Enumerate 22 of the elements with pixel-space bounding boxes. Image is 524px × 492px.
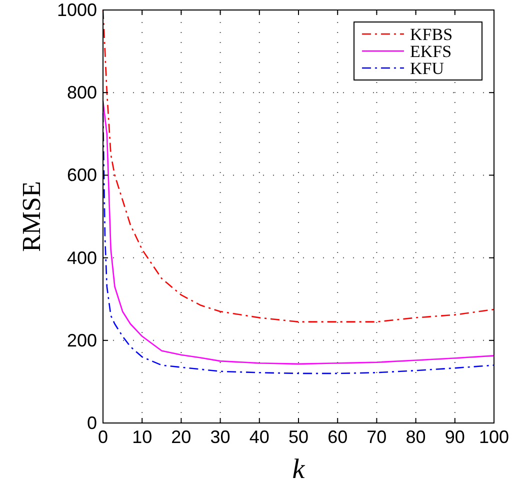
x-tick-label: 70	[366, 427, 387, 447]
line-series	[102, 9, 495, 322]
y-tick-label: 800	[66, 82, 97, 103]
y-tick-label: 0	[86, 413, 97, 433]
x-tick-label: 40	[249, 427, 270, 447]
x-tick-label: 30	[210, 427, 230, 447]
legend-label: KFU	[410, 59, 444, 78]
x-tick-label: 80	[406, 427, 426, 447]
x-axis-title: k	[292, 454, 306, 485]
y-tick-label: 200	[66, 330, 97, 350]
y-axis-title: RMSE	[17, 181, 46, 252]
y-tick-label: 1000	[56, 0, 97, 20]
x-tick-label: 20	[171, 427, 192, 447]
x-tick-label: 90	[444, 427, 465, 447]
legend-label: EKFS	[410, 42, 452, 61]
x-tick-label: 60	[328, 427, 348, 447]
x-tick-label: 100	[478, 427, 510, 447]
y-tick-label: 600	[66, 165, 97, 186]
legend-label: KFBS	[410, 25, 453, 44]
x-tick-label: 10	[132, 427, 152, 447]
x-tick-label: 50	[288, 427, 309, 447]
y-tick-label: 400	[66, 248, 97, 268]
